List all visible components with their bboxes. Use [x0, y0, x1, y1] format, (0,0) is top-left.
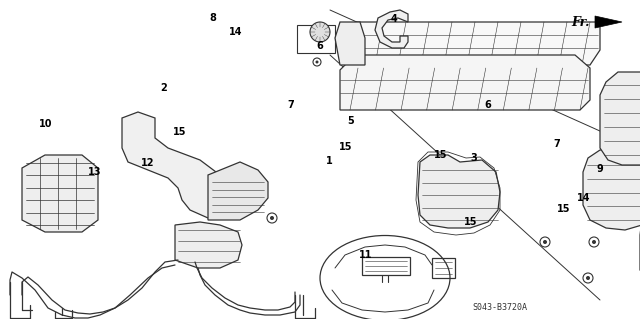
- Text: 10: 10: [39, 119, 53, 130]
- Circle shape: [310, 22, 330, 42]
- Bar: [297, 25, 335, 53]
- Polygon shape: [595, 16, 622, 28]
- Polygon shape: [335, 22, 365, 65]
- Circle shape: [586, 276, 590, 280]
- Text: 15: 15: [172, 127, 186, 137]
- Polygon shape: [375, 10, 408, 48]
- Polygon shape: [340, 22, 600, 65]
- Text: 8: 8: [209, 12, 216, 23]
- Text: 6: 6: [317, 41, 323, 51]
- Polygon shape: [600, 72, 640, 165]
- Text: 14: 14: [228, 27, 243, 37]
- Text: 11: 11: [359, 250, 373, 260]
- Circle shape: [543, 240, 547, 244]
- Text: 6: 6: [484, 100, 491, 110]
- Text: 15: 15: [556, 204, 570, 214]
- Polygon shape: [340, 55, 590, 110]
- Polygon shape: [208, 162, 268, 220]
- Text: 9: 9: [597, 164, 604, 174]
- Text: 15: 15: [463, 217, 477, 227]
- Text: 5: 5: [348, 116, 354, 126]
- Text: 2: 2: [160, 83, 166, 93]
- Text: 3: 3: [470, 153, 477, 163]
- Polygon shape: [175, 222, 242, 268]
- Text: Fr.: Fr.: [572, 16, 590, 28]
- Text: 1: 1: [326, 156, 333, 166]
- Polygon shape: [418, 155, 500, 228]
- Polygon shape: [122, 112, 232, 218]
- Text: 7: 7: [554, 138, 560, 149]
- Text: 4: 4: [390, 14, 397, 24]
- Text: 14: 14: [577, 193, 591, 203]
- Text: 12: 12: [140, 158, 154, 168]
- Text: 13: 13: [88, 167, 102, 177]
- Text: 15: 15: [433, 150, 447, 160]
- Text: 7: 7: [288, 100, 294, 110]
- Polygon shape: [583, 150, 640, 230]
- Text: 15: 15: [339, 142, 353, 152]
- Circle shape: [270, 216, 274, 220]
- Circle shape: [316, 61, 319, 63]
- Text: S043-B3720A: S043-B3720A: [472, 303, 527, 313]
- Circle shape: [592, 240, 596, 244]
- Polygon shape: [22, 155, 98, 232]
